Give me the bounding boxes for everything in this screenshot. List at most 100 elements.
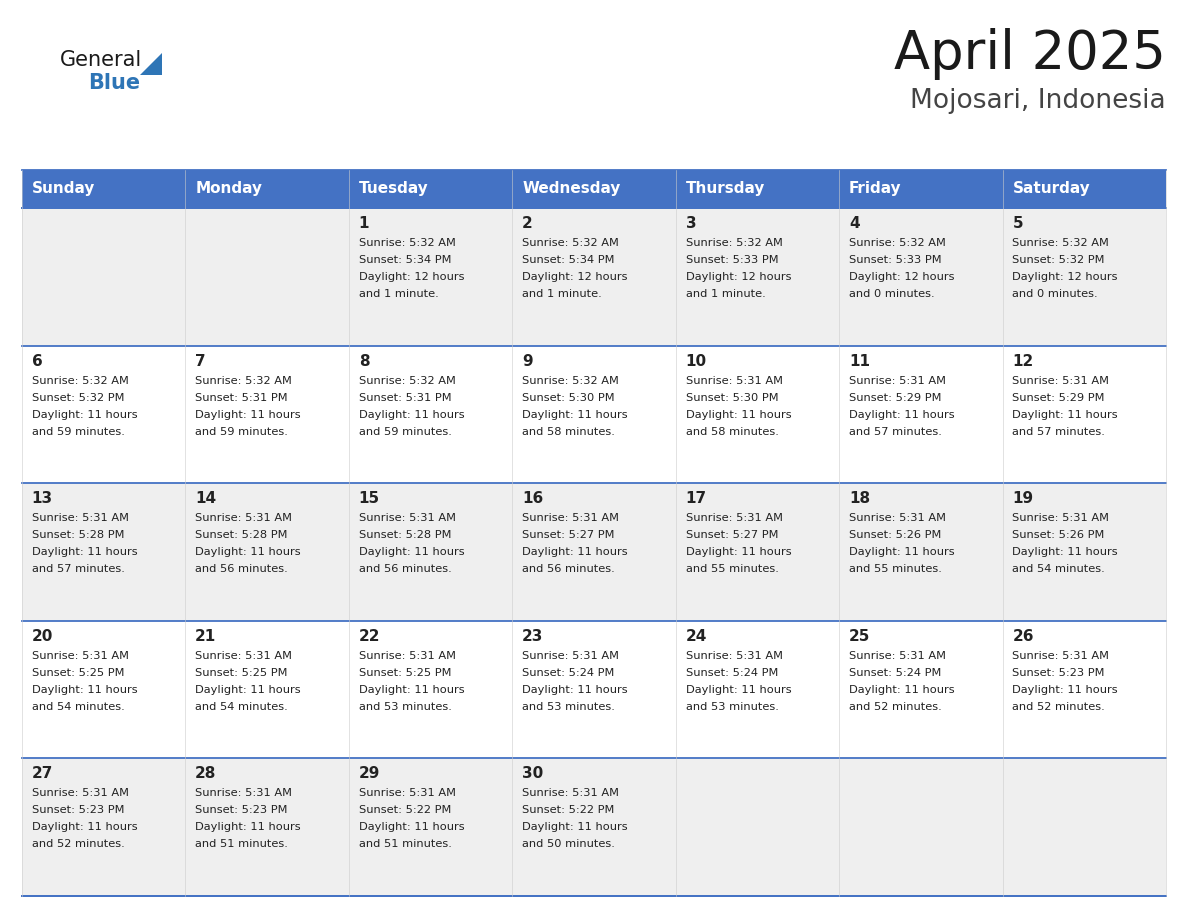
Text: Thursday: Thursday <box>685 182 765 196</box>
Text: Sunset: 5:23 PM: Sunset: 5:23 PM <box>32 805 125 815</box>
Bar <box>676 483 839 621</box>
Bar <box>23 170 185 208</box>
Bar <box>1003 345 1165 483</box>
Text: Daylight: 11 hours: Daylight: 11 hours <box>849 547 955 557</box>
Text: 2: 2 <box>522 216 533 231</box>
Text: Sunrise: 5:31 AM: Sunrise: 5:31 AM <box>359 651 456 661</box>
Text: and 56 minutes.: and 56 minutes. <box>195 565 287 574</box>
Bar <box>512 345 676 483</box>
Text: and 0 minutes.: and 0 minutes. <box>1012 289 1098 299</box>
Polygon shape <box>140 53 162 75</box>
Text: Sunset: 5:32 PM: Sunset: 5:32 PM <box>32 393 125 403</box>
Bar <box>512 483 676 621</box>
Text: Sunrise: 5:31 AM: Sunrise: 5:31 AM <box>195 513 292 523</box>
Text: Daylight: 11 hours: Daylight: 11 hours <box>359 685 465 695</box>
Bar <box>349 758 512 896</box>
Text: Sunrise: 5:32 AM: Sunrise: 5:32 AM <box>195 375 292 386</box>
Bar <box>349 170 512 208</box>
Bar <box>23 345 185 483</box>
Text: 17: 17 <box>685 491 707 506</box>
Text: and 53 minutes.: and 53 minutes. <box>685 701 778 711</box>
Text: Sunset: 5:24 PM: Sunset: 5:24 PM <box>685 667 778 677</box>
Text: 18: 18 <box>849 491 870 506</box>
Text: Daylight: 11 hours: Daylight: 11 hours <box>685 547 791 557</box>
Text: Sunset: 5:22 PM: Sunset: 5:22 PM <box>522 805 614 815</box>
Text: Sunset: 5:28 PM: Sunset: 5:28 PM <box>32 531 125 540</box>
Bar <box>23 621 185 758</box>
Text: Sunrise: 5:31 AM: Sunrise: 5:31 AM <box>849 513 946 523</box>
Bar <box>512 208 676 345</box>
Text: Sunrise: 5:31 AM: Sunrise: 5:31 AM <box>359 513 456 523</box>
Text: Sunrise: 5:31 AM: Sunrise: 5:31 AM <box>1012 375 1110 386</box>
Text: Sunset: 5:29 PM: Sunset: 5:29 PM <box>849 393 941 403</box>
Text: Daylight: 11 hours: Daylight: 11 hours <box>522 685 627 695</box>
Text: Sunset: 5:27 PM: Sunset: 5:27 PM <box>685 531 778 540</box>
Text: 9: 9 <box>522 353 532 369</box>
Text: Sunset: 5:30 PM: Sunset: 5:30 PM <box>522 393 614 403</box>
Text: and 53 minutes.: and 53 minutes. <box>359 701 451 711</box>
Text: Sunset: 5:31 PM: Sunset: 5:31 PM <box>359 393 451 403</box>
Text: 8: 8 <box>359 353 369 369</box>
Text: Daylight: 12 hours: Daylight: 12 hours <box>522 272 627 282</box>
Text: Sunset: 5:29 PM: Sunset: 5:29 PM <box>1012 393 1105 403</box>
Text: and 55 minutes.: and 55 minutes. <box>685 565 778 574</box>
Text: Sunset: 5:33 PM: Sunset: 5:33 PM <box>849 255 942 265</box>
Bar <box>1003 758 1165 896</box>
Text: 25: 25 <box>849 629 871 644</box>
Text: Sunset: 5:22 PM: Sunset: 5:22 PM <box>359 805 451 815</box>
Text: Wednesday: Wednesday <box>522 182 620 196</box>
Text: and 58 minutes.: and 58 minutes. <box>522 427 615 437</box>
Text: and 1 minute.: and 1 minute. <box>685 289 765 299</box>
Text: 19: 19 <box>1012 491 1034 506</box>
Text: 23: 23 <box>522 629 543 644</box>
Bar <box>349 208 512 345</box>
Text: and 52 minutes.: and 52 minutes. <box>32 839 125 849</box>
Bar <box>676 345 839 483</box>
Bar <box>1003 208 1165 345</box>
Text: 11: 11 <box>849 353 870 369</box>
Text: Daylight: 11 hours: Daylight: 11 hours <box>195 409 301 420</box>
Text: and 1 minute.: and 1 minute. <box>359 289 438 299</box>
Text: 24: 24 <box>685 629 707 644</box>
Bar <box>23 483 185 621</box>
Text: 20: 20 <box>32 629 53 644</box>
Text: Daylight: 12 hours: Daylight: 12 hours <box>685 272 791 282</box>
Text: 30: 30 <box>522 767 543 781</box>
Text: 7: 7 <box>195 353 206 369</box>
Text: Saturday: Saturday <box>1012 182 1091 196</box>
Text: and 54 minutes.: and 54 minutes. <box>32 701 125 711</box>
Text: Monday: Monday <box>195 182 263 196</box>
Text: Sunset: 5:34 PM: Sunset: 5:34 PM <box>359 255 451 265</box>
Bar <box>676 208 839 345</box>
Text: 6: 6 <box>32 353 43 369</box>
Text: and 56 minutes.: and 56 minutes. <box>522 565 615 574</box>
Bar <box>185 345 349 483</box>
Bar <box>839 621 1003 758</box>
Bar <box>1003 483 1165 621</box>
Text: Sunset: 5:23 PM: Sunset: 5:23 PM <box>195 805 287 815</box>
Text: Sunset: 5:24 PM: Sunset: 5:24 PM <box>522 667 614 677</box>
Text: Sunrise: 5:32 AM: Sunrise: 5:32 AM <box>32 375 128 386</box>
Text: and 50 minutes.: and 50 minutes. <box>522 839 615 849</box>
Text: Sunrise: 5:32 AM: Sunrise: 5:32 AM <box>359 238 455 248</box>
Bar <box>839 758 1003 896</box>
Text: 29: 29 <box>359 767 380 781</box>
Text: Daylight: 12 hours: Daylight: 12 hours <box>1012 272 1118 282</box>
Text: Daylight: 11 hours: Daylight: 11 hours <box>359 823 465 833</box>
Text: 15: 15 <box>359 491 380 506</box>
Text: April 2025: April 2025 <box>895 28 1165 80</box>
Text: Sunrise: 5:32 AM: Sunrise: 5:32 AM <box>849 238 946 248</box>
Text: and 59 minutes.: and 59 minutes. <box>195 427 289 437</box>
Text: and 59 minutes.: and 59 minutes. <box>359 427 451 437</box>
Text: Daylight: 11 hours: Daylight: 11 hours <box>685 685 791 695</box>
Text: Sunrise: 5:31 AM: Sunrise: 5:31 AM <box>195 651 292 661</box>
Bar <box>185 483 349 621</box>
Text: 28: 28 <box>195 767 216 781</box>
Bar <box>185 208 349 345</box>
Text: Daylight: 11 hours: Daylight: 11 hours <box>32 409 138 420</box>
Bar <box>23 208 185 345</box>
Text: and 57 minutes.: and 57 minutes. <box>849 427 942 437</box>
Text: 3: 3 <box>685 216 696 231</box>
Text: Sunset: 5:32 PM: Sunset: 5:32 PM <box>1012 255 1105 265</box>
Text: Daylight: 11 hours: Daylight: 11 hours <box>359 409 465 420</box>
